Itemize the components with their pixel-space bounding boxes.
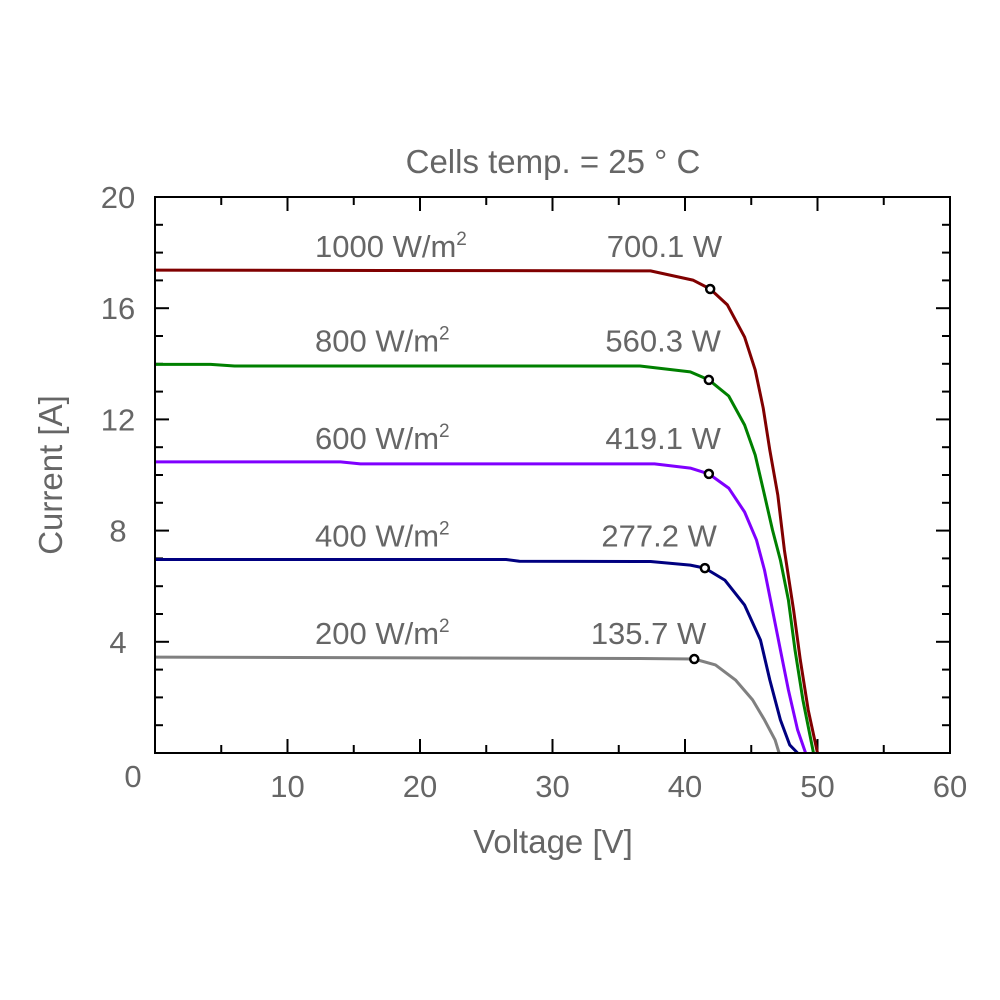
irradiance-label-2: 600 W/m2 [315,421,450,456]
mpp-marker-3 [699,562,711,574]
x-tick-label: 30 [535,769,569,804]
mpp-marker-0 [704,283,716,295]
power-label-1: 560.3 W [605,323,721,358]
power-label-3: 277.2 W [601,519,717,554]
x-tick-label: 0 [124,759,141,794]
series-line-3 [155,558,799,755]
series-line-2 [155,460,808,754]
irradiance-label-1: 800 W/m2 [315,323,450,358]
plot-frame [154,196,951,754]
y-tick-label: 4 [109,625,126,660]
y-tick-label: 8 [109,514,126,549]
x-tick-label: 60 [933,769,967,804]
y-tick-label: 12 [101,402,135,437]
x-axis-label: Voltage [V] [473,823,633,860]
x-tick-label: 50 [800,769,834,804]
series-line-1 [155,362,815,754]
x-tick-label: 20 [403,769,437,804]
power-label-4: 135.7 W [591,616,707,651]
y-tick-label: 16 [101,291,135,326]
series-line-4 [154,655,781,754]
power-label-0: 700.1 W [607,229,723,264]
series-line-0 [154,268,819,754]
x-tick-label: 40 [668,769,702,804]
power-label-2: 419.1 W [605,421,721,456]
y-tick-label: 20 [101,180,135,215]
mpp-marker-4 [689,653,700,665]
x-tick-label: 10 [270,769,304,804]
irradiance-label-0: 1000 W/m2 [315,229,467,264]
mpp-marker-2 [703,468,715,480]
chart-title: Cells temp. = 25 ° C [406,143,701,180]
irradiance-label-3: 400 W/m2 [315,519,450,554]
irradiance-label-4: 200 W/m2 [315,616,450,651]
y-axis-label: Current [A] [32,395,69,555]
mpp-marker-1 [703,374,715,386]
